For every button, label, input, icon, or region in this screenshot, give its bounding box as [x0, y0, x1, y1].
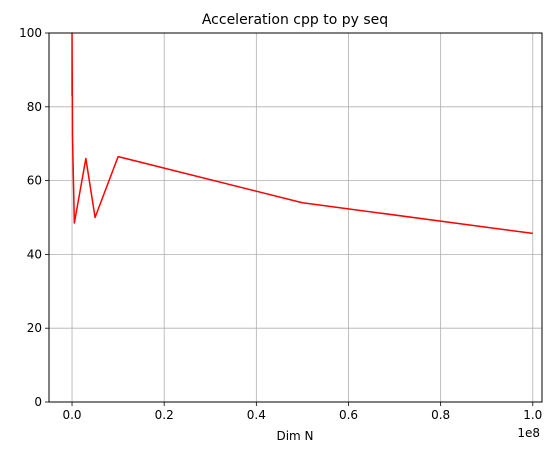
- x-tick-label: 0.4: [247, 408, 266, 422]
- series-layer: [71, 32, 533, 235]
- x-tick-label: 0.8: [431, 408, 450, 422]
- chart-title: Acceleration cpp to py seq: [202, 12, 388, 28]
- plot-frame: [48, 32, 543, 403]
- x-tick-label: 0.2: [155, 408, 174, 422]
- y-tick-label: 40: [27, 247, 42, 261]
- y-tick-label: 20: [27, 321, 42, 335]
- x-tick-label: 1.0: [523, 408, 542, 422]
- y-tick-label: 0: [34, 395, 42, 409]
- x-axis-label: Dim N: [276, 429, 313, 443]
- x-tick-label: 0.6: [339, 408, 358, 422]
- y-tick-label: 60: [27, 174, 42, 188]
- y-axis-ticks: 0 20 40 60 80 100: [19, 26, 49, 409]
- y-tick-label: 80: [27, 100, 42, 114]
- x-axis-offset-label: 1e8: [517, 426, 540, 440]
- x-axis-ticks: 0.0 0.2 0.4 0.6 0.8 1.0: [62, 402, 542, 422]
- y-tick-label: 100: [19, 26, 42, 40]
- series-line: [71, 32, 533, 235]
- x-tick-label: 0.0: [62, 408, 81, 422]
